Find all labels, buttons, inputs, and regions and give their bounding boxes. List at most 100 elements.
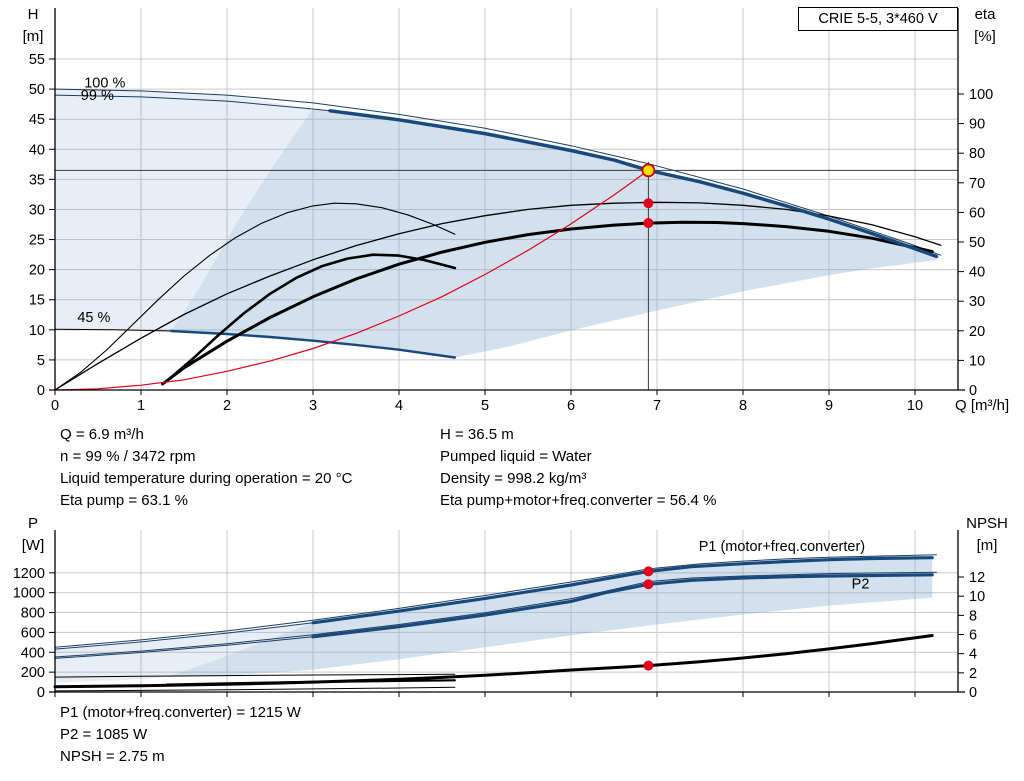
y-left-tick-label: 25: [29, 233, 45, 249]
eta-total-45: [165, 253, 457, 383]
y-right-tick-label: 12: [969, 570, 985, 586]
x-tick-label: 3: [309, 398, 317, 414]
duty-point-eta-pump: [643, 198, 654, 209]
y-left-tick-label: 1000: [13, 586, 45, 602]
duty-speed-readout: n = 99 % / 3472 rpm: [60, 448, 196, 465]
p2-curve-100: [54, 571, 937, 658]
qh-curve-99-low: [54, 94, 331, 112]
duty-point-p2: [643, 579, 654, 590]
envelope-low-flow: [55, 89, 313, 331]
eta-axis-letter: eta: [974, 6, 996, 23]
y-left-tick-label: 200: [21, 665, 45, 681]
qh-eta-chart: 100 %99 %45 %0 1 2 3 4 5 6 7 8 9 10051015202530354…: [29, 8, 993, 414]
y-right-tick-label: 100: [969, 87, 993, 103]
q-axis-label: Q [m³/h]: [955, 397, 1010, 414]
speed-label-99: 99 %: [81, 88, 114, 104]
liquid-temp-readout: Liquid temperature during operation = 20…: [60, 470, 353, 487]
eta-axis-unit: [%]: [974, 28, 996, 45]
npsh-axis-unit: [m]: [976, 537, 998, 554]
y-left-tick-label: 0: [37, 685, 45, 701]
x-tick-label: 5: [481, 398, 489, 414]
y-right-tick-label: 10: [969, 353, 985, 369]
duty-h-readout: H = 36.5 m: [440, 426, 514, 443]
eta-total-99: [161, 220, 934, 386]
y-right-tick-label: 0: [969, 383, 977, 399]
x-tick-label: 10: [907, 398, 923, 414]
qh-curve-45-low: [54, 328, 172, 332]
y-left-tick-label: 15: [29, 293, 45, 309]
pumped-liquid-readout: Pumped liquid = Water: [440, 448, 592, 465]
p-axis-letter: P: [27, 515, 38, 532]
y-right-tick-label: 90: [969, 117, 985, 133]
npsh-curve-45: [54, 686, 456, 692]
duty-point-p1: [643, 566, 654, 577]
p1-curve-99-low: [54, 622, 314, 650]
qh-curve-45: [169, 329, 457, 359]
npsh-axis-letter: NPSH: [966, 515, 1008, 532]
duty-point-qh: [641, 163, 656, 178]
p1-readout: P1 (motor+freq.converter) = 1215 W: [60, 704, 301, 721]
y-left-tick-label: 55: [29, 52, 45, 68]
npsh-curve: [53, 634, 934, 689]
x-tick-label: 0: [51, 398, 59, 414]
x-tick-label: 2: [223, 398, 231, 414]
y-left-tick-label: 50: [29, 82, 45, 98]
duty-info-column-1: Q = 6.9 m³/h n = 99 % / 3472 rpm Liquid …: [60, 424, 352, 512]
y-left-tick-label: 30: [29, 202, 45, 218]
y-left-tick-label: 40: [29, 142, 45, 158]
y-right-tick-label: 20: [969, 324, 985, 340]
y-left-tick-label: 45: [29, 112, 45, 128]
y-left-tick-label: 1200: [13, 566, 45, 582]
h-axis-unit: [m]: [22, 28, 44, 45]
y-right-tick-label: 40: [969, 265, 985, 281]
y-right-tick-label: 10: [969, 589, 985, 605]
y-left-tick-label: 35: [29, 172, 45, 188]
power-envelope-main: [166, 557, 933, 678]
y-right-tick-label: 2: [969, 666, 977, 682]
qh-curve-99: [328, 109, 939, 259]
y-right-tick-label: 0: [969, 685, 977, 701]
p1-curve-99: [311, 556, 934, 625]
pump-type-label: CRIE 5-5, 3*460 V: [818, 11, 938, 27]
power-envelope-low: [55, 622, 313, 683]
y-left-tick-label: 400: [21, 645, 45, 661]
system-curve: [54, 169, 649, 391]
eta-pump-45: [54, 202, 456, 391]
y-left-tick-label: 5: [37, 353, 45, 369]
y-left-tick-label: 10: [29, 323, 45, 339]
x-tick-label: 1: [137, 398, 145, 414]
x-tick-label: 9: [825, 398, 833, 414]
x-tick-label: 8: [739, 398, 747, 414]
p2-curve-99-low: [54, 636, 314, 659]
y-right-tick-label: 4: [969, 647, 977, 663]
p1-curve-100: [54, 554, 937, 648]
speed-label-45: 45 %: [77, 310, 110, 326]
eta-pump-readout: Eta pump = 63.1 %: [60, 492, 188, 509]
pump-type-box: CRIE 5-5, 3*460 V: [798, 7, 958, 31]
p2-curve-label: P2: [852, 577, 870, 593]
p-axis-unit: [W]: [21, 537, 45, 554]
duty-point-npsh: [643, 660, 654, 671]
p-curve-45-b: [54, 673, 456, 678]
y-right-tick-label: 70: [969, 176, 985, 192]
y-right-tick-label: 60: [969, 205, 985, 221]
h-axis-letter: H: [27, 6, 39, 23]
x-tick-label: 7: [653, 398, 661, 414]
y-right-tick-label: 8: [969, 608, 977, 624]
y-left-tick-label: 800: [21, 606, 45, 622]
p1-curve-label: P1 (motor+freq.converter): [699, 539, 865, 555]
y-left-tick-label: 0: [37, 383, 45, 399]
envelope-main: [171, 109, 937, 358]
p2-readout: P2 = 1085 W: [60, 726, 148, 743]
density-readout: Density = 998.2 kg/m³: [440, 470, 587, 487]
duty-info-column-2: H = 36.5 m Pumped liquid = Water Density…: [440, 424, 716, 512]
y-right-tick-label: 80: [969, 146, 985, 162]
x-tick-label: 4: [395, 398, 403, 414]
y-left-tick-label: 20: [29, 263, 45, 279]
qh-curve-100: [54, 88, 942, 256]
y-left-tick-label: 600: [21, 625, 45, 641]
eta-total-readout: Eta pump+motor+freq.converter = 56.4 %: [440, 492, 717, 509]
npsh-readout: NPSH = 2.75 m: [60, 748, 165, 765]
